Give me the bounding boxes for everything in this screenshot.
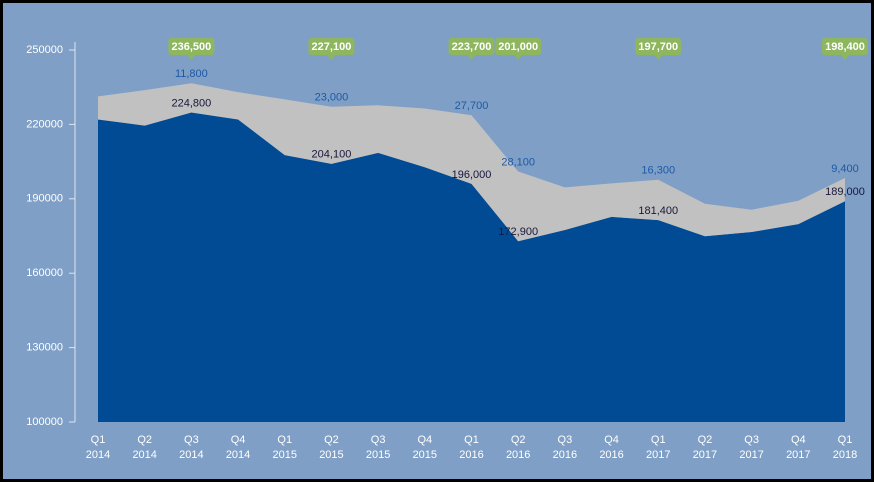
x-tick-quarter: Q4 — [791, 434, 806, 446]
x-tick-label: Q1 2016 — [459, 434, 483, 461]
callout-pointer — [467, 55, 476, 60]
total-callout: 197,700 — [635, 38, 682, 60]
value-label: 23,000 — [315, 92, 349, 104]
x-tick-quarter: Q4 — [604, 434, 619, 446]
total-callout: 227,100 — [308, 38, 355, 60]
x-tick-year: 2014 — [86, 449, 110, 461]
callout-pointer — [654, 55, 663, 60]
total-callout: 201,000 — [495, 38, 542, 60]
x-tick-label: Q4 2014 — [226, 434, 250, 461]
value-label: 11,800 — [175, 68, 208, 80]
x-tick-year: 2015 — [413, 449, 437, 461]
x-tick-quarter: Q2 — [324, 434, 339, 446]
x-tick-label: Q1 2018 — [833, 434, 857, 461]
area — [98, 83, 845, 242]
x-tick-label: Q3 2014 — [179, 434, 203, 461]
value-label: 9,400 — [831, 163, 859, 175]
callout-box — [822, 38, 868, 55]
total-label: 236,500 — [171, 41, 211, 53]
value-label: 204,100 — [312, 149, 352, 161]
x-tick-quarter: Q1 — [838, 434, 853, 446]
x-tick-quarter: Q3 — [184, 434, 199, 446]
x-tick-year: 2015 — [366, 449, 390, 461]
y-tick-label: 130000 — [26, 342, 63, 354]
x-tick-quarter: Q3 — [558, 434, 573, 446]
total-label: 227,100 — [312, 41, 352, 53]
callout-pointer — [187, 55, 196, 60]
x-tick-year: 2014 — [226, 449, 250, 461]
value-label: 224,800 — [171, 97, 211, 109]
y-tick-label: 160000 — [26, 267, 63, 279]
callout-pointer — [841, 55, 849, 60]
x-tick-year: 2014 — [132, 449, 156, 461]
x-tick-year: 2015 — [319, 449, 343, 461]
total-label: 197,700 — [638, 41, 678, 53]
x-tick-label: Q2 2017 — [693, 434, 717, 461]
x-tick-label: Q4 2017 — [786, 434, 810, 461]
x-tick-year: 2018 — [833, 449, 857, 461]
x-tick-year: 2016 — [599, 449, 623, 461]
x-tick-label: Q3 2015 — [366, 434, 390, 461]
value-label: 189,000 — [825, 186, 865, 198]
total-label: 223,700 — [452, 41, 492, 53]
value-label: 27,700 — [455, 100, 489, 112]
x-tick-quarter: Q2 — [511, 434, 526, 446]
x-tick-quarter: Q1 — [277, 434, 292, 446]
y-tick-label: 190000 — [26, 193, 63, 205]
x-tick-year: 2015 — [273, 449, 297, 461]
callout-pointer — [327, 55, 336, 60]
value-label: 181,400 — [638, 205, 678, 217]
callout-pointer — [514, 55, 523, 60]
x-tick-quarter: Q2 — [137, 434, 152, 446]
x-tick-quarter: Q1 — [91, 434, 106, 446]
total-callout: 198,400 — [822, 38, 868, 60]
x-tick-label: Q1 2014 — [86, 434, 110, 461]
x-tick-quarter: Q1 — [464, 434, 479, 446]
callout-box — [308, 38, 355, 55]
x-tick-label: Q2 2014 — [132, 434, 156, 461]
value-label: 172,900 — [498, 226, 538, 238]
x-tick-quarter: Q4 — [231, 434, 246, 446]
x-tick-quarter: Q2 — [698, 434, 713, 446]
y-tick-label: 250000 — [26, 44, 63, 56]
x-tick-label: Q1 2017 — [646, 434, 670, 461]
y-tick-label: 100000 — [26, 416, 63, 428]
total-label: 201,000 — [498, 41, 538, 53]
x-tick-year: 2017 — [739, 449, 763, 461]
value-label: 196,000 — [452, 169, 492, 181]
x-tick-year: 2016 — [553, 449, 577, 461]
x-tick-label: Q2 2016 — [506, 434, 530, 461]
area — [98, 112, 845, 422]
x-tick-year: 2016 — [506, 449, 530, 461]
y-tick-label: 220000 — [26, 118, 63, 130]
total-callout: 223,700 — [448, 38, 495, 60]
value-label: 28,100 — [501, 156, 535, 168]
x-tick-label: Q3 2017 — [739, 434, 763, 461]
x-tick-label: Q4 2016 — [599, 434, 623, 461]
x-tick-quarter: Q1 — [651, 434, 666, 446]
x-tick-year: 2017 — [693, 449, 717, 461]
x-tick-label: Q1 2015 — [273, 434, 297, 461]
total-label: 198,400 — [825, 41, 865, 53]
total-callout: 236,500 — [168, 38, 215, 60]
x-tick-label: Q3 2016 — [553, 434, 577, 461]
x-tick-year: 2017 — [646, 449, 670, 461]
callout-box — [168, 38, 215, 55]
callout-box — [495, 38, 542, 55]
value-label: 16,300 — [641, 165, 675, 177]
x-tick-label: Q2 2015 — [319, 434, 343, 461]
x-tick-label: Q4 2015 — [413, 434, 437, 461]
x-tick-quarter: Q3 — [744, 434, 759, 446]
x-tick-year: 2017 — [786, 449, 810, 461]
callout-box — [635, 38, 682, 55]
x-tick-quarter: Q3 — [371, 434, 386, 446]
callout-box — [448, 38, 495, 55]
x-tick-year: 2016 — [459, 449, 483, 461]
x-tick-quarter: Q4 — [417, 434, 432, 446]
x-tick-year: 2014 — [179, 449, 203, 461]
